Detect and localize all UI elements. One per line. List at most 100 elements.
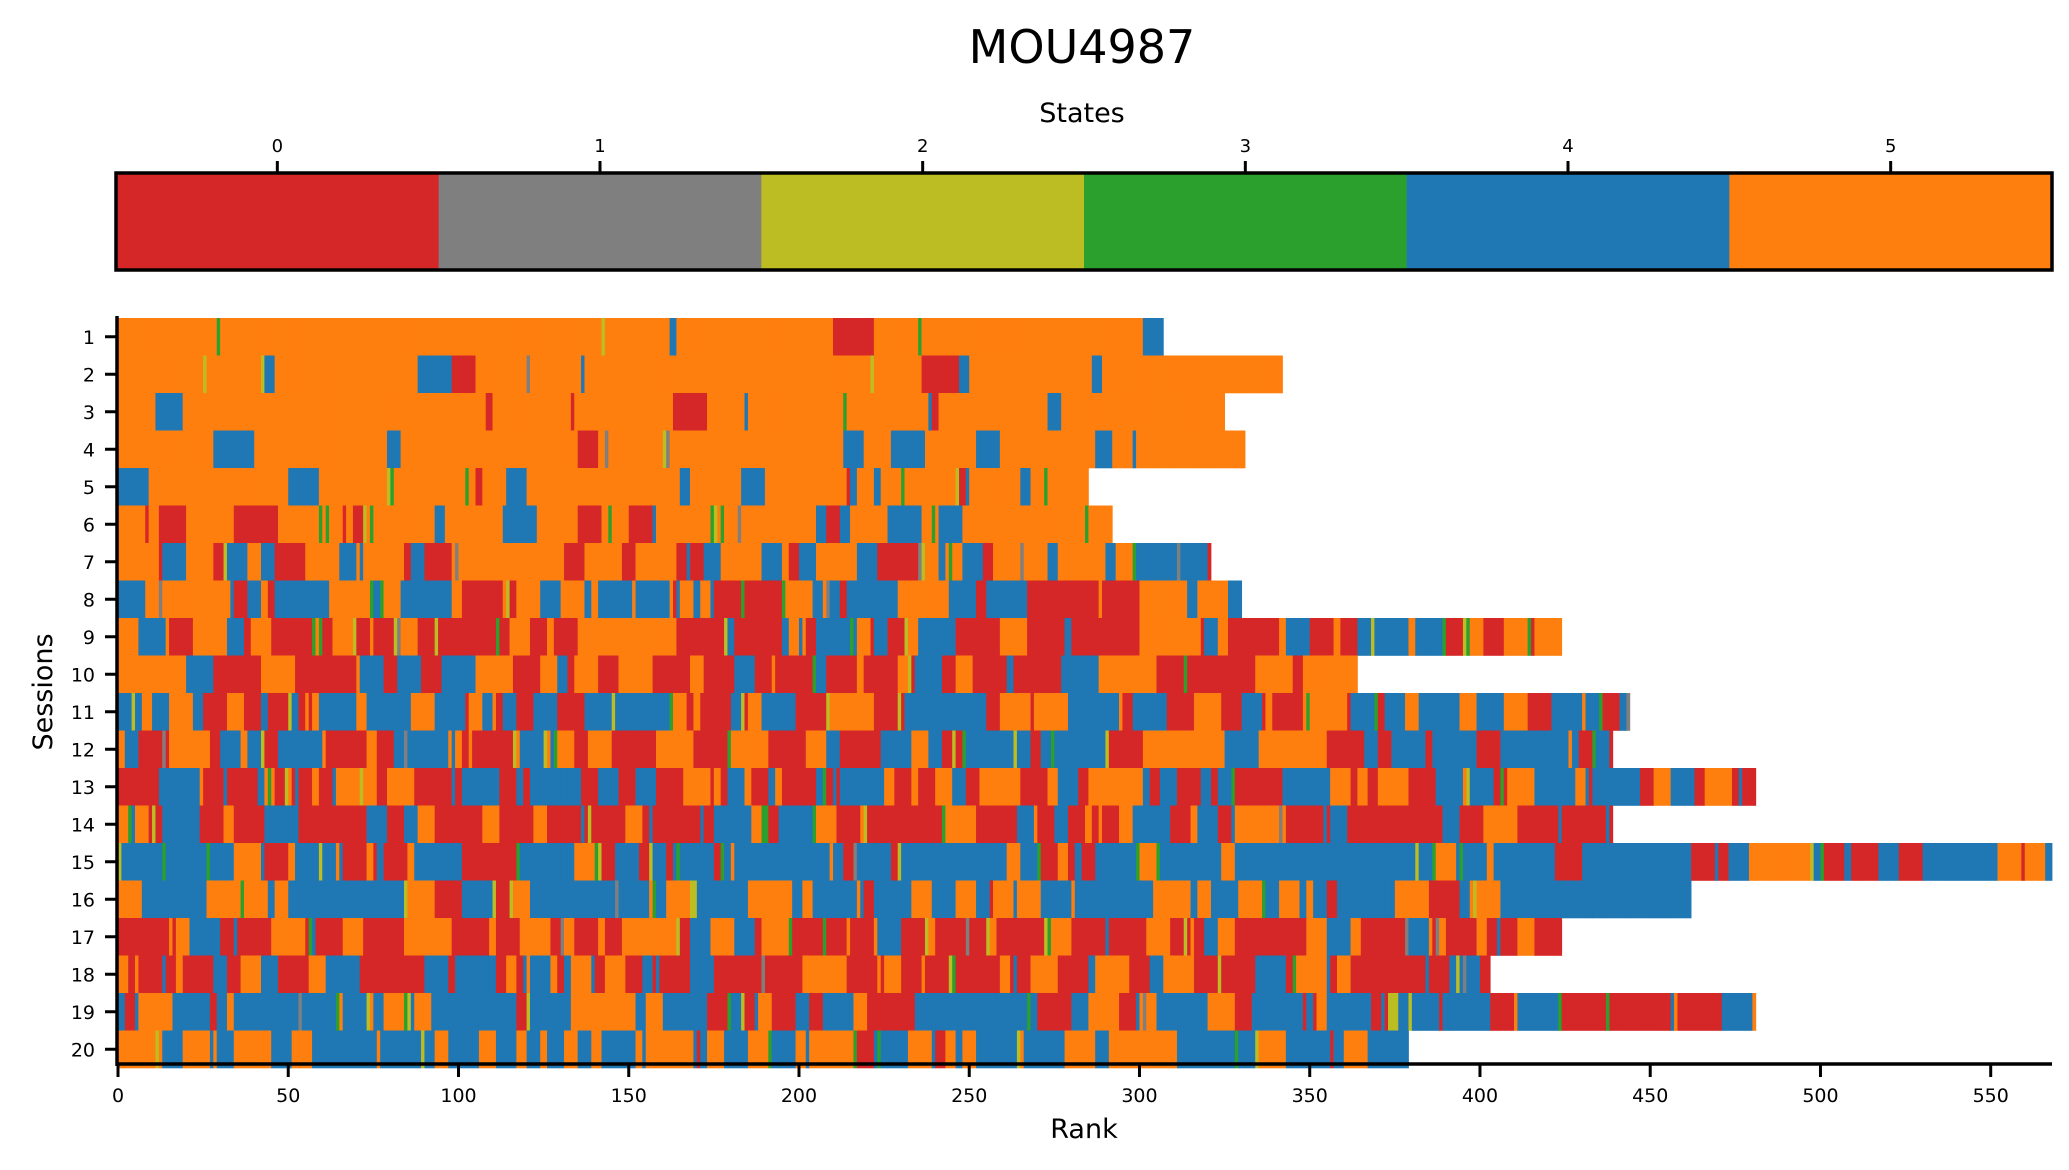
state-segment	[145, 580, 150, 619]
state-segment	[764, 843, 793, 881]
state-segment	[1142, 355, 1164, 394]
state-segment	[1023, 1030, 1035, 1069]
state-segment	[645, 1030, 667, 1069]
state-segment	[775, 805, 779, 844]
state-segment	[747, 880, 766, 919]
state-segment	[1088, 355, 1093, 394]
state-segment	[162, 843, 167, 881]
state-segment	[693, 580, 701, 619]
state-segment	[1336, 955, 1351, 994]
state-segment	[1660, 843, 1689, 881]
state-segment	[1210, 768, 1219, 806]
state-segment	[1047, 543, 1059, 581]
state-segment	[707, 393, 711, 431]
state-segment	[635, 1030, 643, 1069]
state-segment	[598, 468, 602, 506]
state-segment	[901, 355, 905, 394]
state-segment	[1159, 768, 1178, 806]
state-segment	[390, 468, 395, 506]
state-segment	[972, 655, 1001, 694]
state-segment	[512, 955, 517, 994]
state-segment	[148, 955, 163, 994]
state-segment	[1633, 993, 1665, 1031]
state-segment	[485, 393, 493, 431]
state-segment	[921, 955, 926, 994]
state-segment	[264, 918, 272, 956]
state-segment	[594, 805, 626, 844]
state-segment	[809, 468, 824, 506]
state-segment	[625, 955, 643, 994]
state-segment	[662, 693, 670, 731]
state-segment	[1377, 768, 1409, 806]
state-segment	[1997, 843, 2022, 881]
state-segment	[564, 918, 568, 956]
state-segment	[305, 543, 313, 581]
state-segment	[846, 580, 858, 619]
state-segment	[261, 730, 265, 769]
state-segment	[1003, 918, 1021, 956]
state-segment	[318, 843, 323, 881]
state-segment	[141, 505, 146, 544]
state-segment	[638, 843, 650, 881]
state-segment	[533, 805, 548, 844]
state-segment	[645, 993, 664, 1031]
state-segment	[1473, 880, 1477, 919]
state-segment	[1030, 468, 1045, 506]
state-segment	[1040, 430, 1045, 469]
x-tick-labels: 0 50 100 150 200 250 300 350 400 450 500 550	[112, 1064, 2009, 1107]
state-segment	[1367, 993, 1372, 1031]
state-segment	[846, 955, 865, 994]
state-segment	[465, 693, 470, 731]
state-segment	[996, 505, 1011, 544]
state-segment	[128, 805, 133, 844]
state-segment	[1040, 730, 1052, 769]
state-segment	[397, 955, 402, 994]
state-segment	[659, 618, 664, 656]
state-segment	[390, 618, 395, 656]
state-segment	[421, 655, 442, 694]
state-segment	[877, 918, 902, 956]
state-segment	[778, 805, 814, 844]
state-segment	[274, 580, 296, 619]
state-segment	[1234, 1030, 1239, 1069]
y-tick-label-12: 12	[71, 739, 95, 761]
state-segment	[673, 393, 708, 431]
state-segment	[601, 505, 609, 544]
state-segment	[659, 918, 677, 956]
state-segment	[853, 1030, 858, 1069]
state-segment	[836, 805, 848, 844]
state-segment	[1238, 430, 1243, 469]
state-segment	[468, 693, 483, 731]
state-segment	[128, 543, 133, 581]
state-segment	[1398, 993, 1409, 1031]
state-segment	[189, 918, 221, 956]
state-segment	[312, 1030, 354, 1069]
session-row-17	[118, 918, 1563, 956]
state-segment	[271, 618, 313, 656]
state-segment	[839, 918, 848, 956]
state-segment	[1319, 1030, 1331, 1069]
state-segment	[1119, 805, 1134, 844]
state-segment	[1108, 730, 1144, 769]
state-segment	[366, 505, 371, 544]
state-segment	[792, 918, 807, 956]
state-segment	[775, 655, 814, 694]
state-segment	[1721, 993, 1753, 1031]
state-segment	[655, 580, 670, 619]
state-segment	[509, 430, 538, 469]
state-segment	[482, 468, 507, 506]
state-segment	[1156, 393, 1188, 431]
state-segment	[495, 880, 510, 919]
state-segment	[1112, 318, 1117, 356]
state-segment	[257, 580, 262, 619]
state-segment	[148, 580, 160, 619]
state-segment	[1517, 918, 1535, 956]
state-segment	[1548, 880, 1559, 919]
state-segment	[526, 543, 565, 581]
state-segment	[1033, 655, 1062, 694]
state-segment	[547, 618, 555, 656]
state-segment	[795, 393, 814, 431]
state-segment	[1428, 880, 1460, 919]
state-segment	[363, 543, 395, 581]
state-segment	[1217, 805, 1222, 844]
